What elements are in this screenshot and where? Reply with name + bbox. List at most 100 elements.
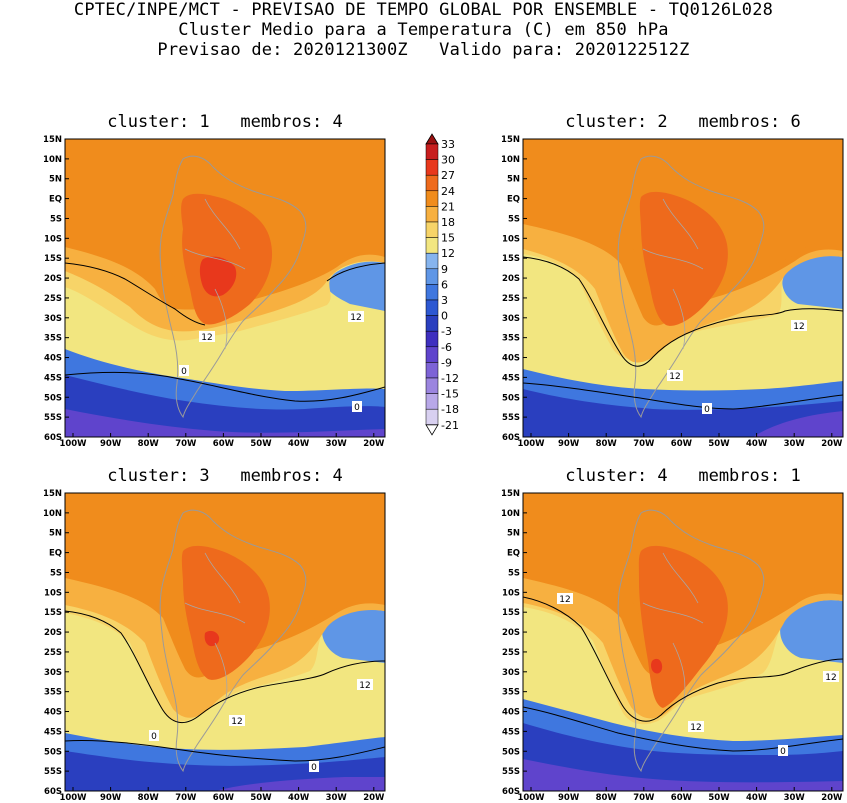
colorbar-segment <box>425 393 439 410</box>
temp-band-24-27 <box>651 658 663 674</box>
lon-label: 50W <box>708 439 730 446</box>
colorbar-segment <box>425 284 439 301</box>
lat-label: 50S <box>502 393 520 403</box>
lon-label: 40W <box>288 439 310 446</box>
temp-band-24-27 <box>204 630 220 647</box>
lat-label: 5S <box>50 568 62 578</box>
contour-0 <box>65 371 385 402</box>
lat-label: 5N <box>49 529 62 539</box>
contour-label: 0 <box>149 730 159 742</box>
contour-label: 0 <box>352 401 362 413</box>
colorbar-label: 33 <box>441 138 455 151</box>
lat-label: 5N <box>507 175 520 185</box>
lon-label: 90W <box>100 439 122 446</box>
panel-4-title: cluster: 4 membros: 1 <box>565 466 801 486</box>
temp-band-neg3-0 <box>65 375 385 437</box>
lat-label: 25S <box>44 294 62 304</box>
lon-label: 60W <box>671 439 693 446</box>
lon-label: 70W <box>633 793 655 800</box>
colorbar-segment <box>425 346 439 363</box>
contour-0 <box>65 739 385 762</box>
panel-2-title: cluster: 2 membros: 6 <box>565 112 801 132</box>
colorbar-segment <box>425 221 439 238</box>
lon-label: 50W <box>250 793 272 800</box>
colorbar-segment <box>425 252 439 270</box>
lon-label: 60W <box>213 439 235 446</box>
contour-12 <box>523 256 843 367</box>
contour-label-text: 12 <box>690 723 701 733</box>
contour-label: 12 <box>557 593 573 605</box>
contour-label: 12 <box>791 320 807 332</box>
lat-label: 50S <box>44 393 62 403</box>
contour-label-text: 0 <box>181 367 187 377</box>
colorbar-label: -15 <box>441 388 459 401</box>
contour-label-text: 12 <box>231 717 242 727</box>
colorbar-segment <box>425 159 439 176</box>
colorbar-segment <box>425 190 439 207</box>
temp-band-21-24 <box>181 193 273 325</box>
colorbar-label: 6 <box>441 278 448 291</box>
lat-label: 30S <box>44 668 62 678</box>
colorbar-segment <box>425 268 439 285</box>
contour-0 <box>523 382 843 410</box>
lon-label: 30W <box>326 793 348 800</box>
lon-label: 20W <box>363 439 385 446</box>
lon-label: 100W <box>59 793 87 800</box>
lat-label: 45S <box>502 373 520 383</box>
lon-label: 40W <box>746 439 768 446</box>
lon-label: 60W <box>213 793 235 800</box>
colorbar-label: 18 <box>441 216 455 229</box>
lat-label: 30S <box>502 314 520 324</box>
contour-label-text: 0 <box>311 763 317 773</box>
lon-label: 90W <box>100 793 122 800</box>
lon-label: 40W <box>288 793 310 800</box>
panel-2-map: 12 12 0 15N 10N 5N EQ 5S 10S 15S 20S 25S 30S 35S 40S 45… <box>501 135 844 446</box>
lon-label: 50W <box>250 439 272 446</box>
panel-1-title: cluster: 1 membros: 4 <box>107 112 343 132</box>
lat-label: EQ <box>49 195 62 205</box>
map-frame <box>64 492 386 792</box>
lat-label: EQ <box>49 549 62 559</box>
lat-label: EQ <box>507 195 520 205</box>
lat-label: 15N <box>43 489 62 499</box>
lat-label: 30S <box>502 668 520 678</box>
lon-label: 80W <box>596 793 618 800</box>
lat-label: 15S <box>44 254 62 264</box>
contour-12 <box>523 596 843 722</box>
lat-label: 60S <box>502 787 520 797</box>
lat-label: 5S <box>508 568 520 578</box>
colorbar-label: 15 <box>441 232 455 245</box>
colorbar-segment <box>425 330 439 348</box>
temp-band-neg3-0 <box>523 389 843 437</box>
lat-label: 25S <box>502 294 520 304</box>
continent-outline <box>159 155 307 419</box>
contour-label-text: 0 <box>151 732 157 742</box>
lat-label: 60S <box>44 433 62 443</box>
contour-label: 0 <box>778 745 788 757</box>
lon-label: 80W <box>596 439 618 446</box>
lat-label: 30S <box>44 314 62 324</box>
map-frame <box>522 138 844 438</box>
header-line-1: CPTEC/INPE/MCT - PREVISAO DE TEMPO GLOBA… <box>73 0 774 20</box>
colorbar-label: -18 <box>441 403 459 416</box>
panel-3-map: 12 12 0 0 15N 10N 5N EQ 5S 10S 15S 20S 25S 30S 35S 40S 4… <box>43 489 386 800</box>
lon-label: 30W <box>326 439 348 446</box>
lat-label: 35S <box>44 688 62 698</box>
continent-outline <box>617 509 765 773</box>
lat-label: 15S <box>502 608 520 618</box>
lat-label: 10S <box>502 588 520 598</box>
lon-label: 20W <box>363 793 385 800</box>
colorbar-label: -21 <box>441 419 459 432</box>
contour-label-text: 0 <box>354 403 360 413</box>
lat-label: 10N <box>501 509 520 519</box>
contour-label-text: 12 <box>350 313 361 323</box>
contour-label: 0 <box>702 403 712 415</box>
lon-label: 70W <box>175 439 197 446</box>
lat-label: 5S <box>508 214 520 224</box>
lat-label: 45S <box>502 727 520 737</box>
contour-label-text: 12 <box>793 322 804 332</box>
temp-band-neg9-neg6 <box>523 759 843 791</box>
country-borders <box>184 198 246 350</box>
lon-label: 50W <box>708 793 730 800</box>
lon-label: 30W <box>784 439 806 446</box>
